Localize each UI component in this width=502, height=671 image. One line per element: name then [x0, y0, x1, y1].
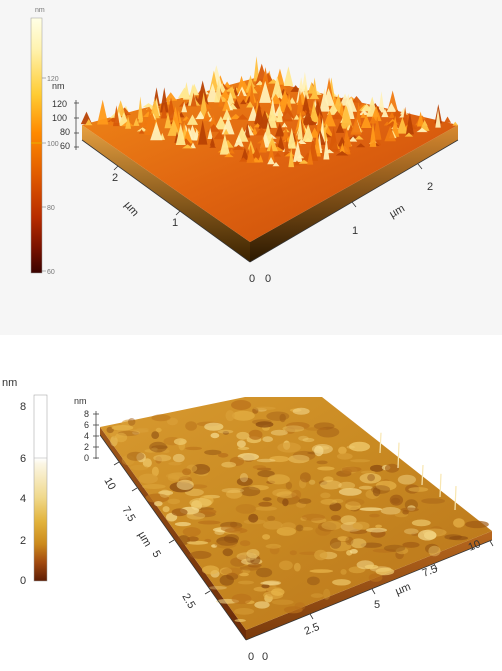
afm-surface-bottom-svg: nm 8 6 4 2 0 nm 8 6 4 2 0 0 — [2, 377, 494, 663]
colorbar-tick: 2 — [20, 535, 26, 547]
x-axis-tick: 2.5 — [303, 621, 322, 638]
colorbar-tick: 8 — [20, 401, 26, 413]
surface-side-right — [250, 125, 458, 262]
surface-side-left — [100, 427, 246, 640]
surface-side-right — [246, 531, 492, 640]
colorbar-tick: 120 — [47, 76, 59, 83]
y-axis-unit: µm — [135, 530, 153, 549]
z-scale-tick: 80 — [60, 127, 70, 137]
x-axis-tick: 2 — [427, 181, 433, 193]
z-scale-tick: 0 — [84, 453, 89, 463]
y-axis-tick: 5 — [149, 549, 162, 560]
x-axis-tick: 0 — [262, 651, 268, 663]
y-axis-tick: 7.5 — [119, 505, 137, 524]
z-scale-tick: 8 — [84, 409, 89, 419]
colorbar-tick: 0 — [20, 575, 26, 587]
x-axis-tick: 0 — [265, 273, 271, 285]
x-axis-unit: µm — [394, 581, 413, 598]
x-axis-tick: 10 — [467, 538, 483, 554]
z-scale-tick: 100 — [52, 113, 67, 123]
surface-texture — [106, 400, 489, 622]
afm-surface-top-svg: nm 120 100 80 60 nm 120 100 80 60 1 — [30, 7, 459, 285]
x-axis-ticks: 0 2.5 5 7.5 10 µm — [262, 538, 494, 663]
x-axis-unit: µm — [388, 202, 407, 220]
colorbar-tick: 4 — [20, 493, 26, 505]
z-scale-tick: 2 — [84, 442, 89, 452]
y-axis-tick: 2.5 — [179, 592, 197, 611]
y-axis-tick: 0 — [248, 651, 254, 663]
z-scale-unit: nm — [52, 81, 65, 91]
x-axis-tick: 5 — [374, 599, 380, 611]
colorbar-gradient — [30, 17, 43, 274]
y-axis-tick: 0 — [249, 273, 255, 285]
z-scale-unit: nm — [74, 396, 87, 406]
y-axis-tick: 10 — [101, 476, 118, 493]
surface-top — [100, 397, 492, 630]
y-axis-tick: 1 — [172, 217, 178, 229]
colorbar-unit: nm — [2, 377, 17, 389]
colorbar-tick: 80 — [47, 205, 55, 212]
surface-peaks — [80, 56, 459, 168]
z-scale-tick: 4 — [84, 431, 89, 441]
z-scale-tick: 120 — [52, 99, 67, 109]
colorbar-tick: 60 — [47, 269, 55, 276]
x-axis-tick: 7.5 — [421, 563, 440, 580]
y-axis-unit: µm — [122, 199, 141, 219]
colorbar-unit: nm — [35, 7, 45, 14]
afm-image-top-panel: nm 120 100 80 60 nm 120 100 80 60 1 — [0, 0, 502, 335]
colorbar-tick: 6 — [20, 453, 26, 465]
colorbar-gradient — [33, 394, 48, 582]
colorbar-tick: 100 — [47, 141, 59, 148]
y-axis-tick: 2 — [112, 172, 118, 184]
z-scale-tick: 6 — [84, 420, 89, 430]
z-scale-tick: 60 — [60, 141, 70, 151]
x-axis-tick: 1 — [352, 225, 358, 237]
afm-image-bottom-panel: nm 8 6 4 2 0 nm 8 6 4 2 0 0 — [0, 335, 502, 671]
surface-side-left — [82, 125, 250, 262]
